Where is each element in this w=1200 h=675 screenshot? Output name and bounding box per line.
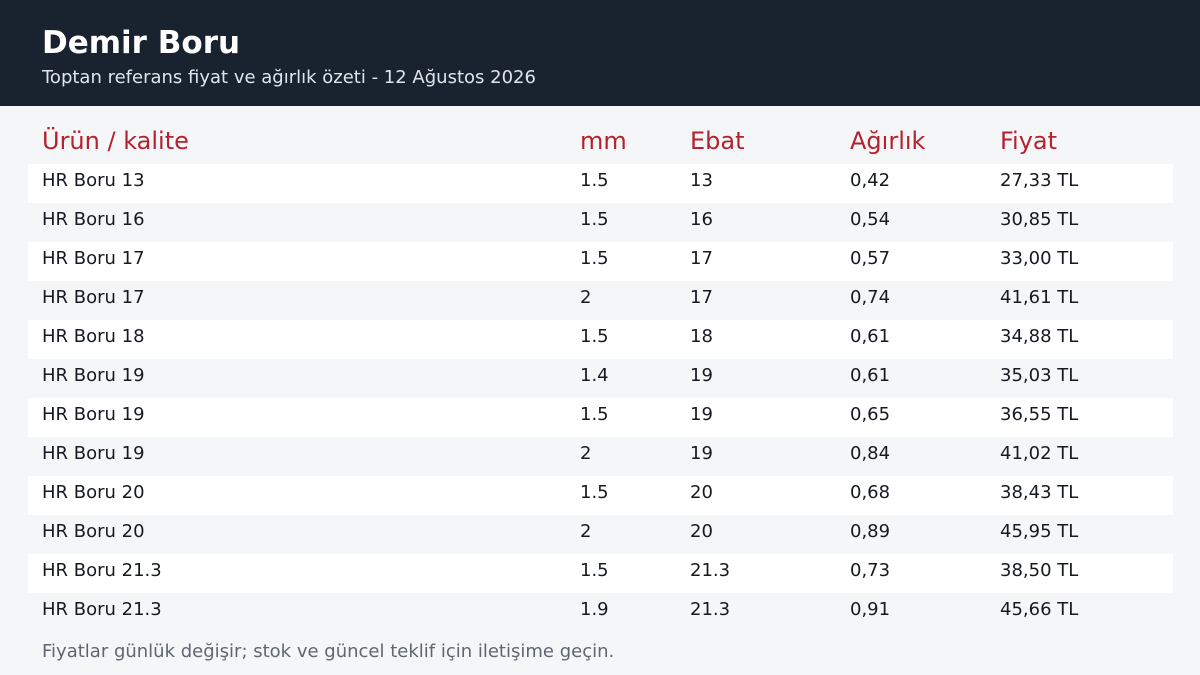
- cell-weight: 0,42: [850, 170, 891, 191]
- cell-product: HR Boru 19: [42, 365, 145, 386]
- cell-weight: 0,54: [850, 209, 891, 230]
- cell-price: 38,43 TL: [1000, 482, 1079, 503]
- page-header: Demir Boru Toptan referans fiyat ve ağır…: [0, 0, 1200, 106]
- cell-product: HR Boru 21.3: [42, 560, 162, 581]
- table-body: HR Boru 13 1.5 13 0,42 27,33 TL HR Boru 16 1.5…: [28, 164, 1173, 632]
- table-row: HR Boru 17 1.5 17 0,57 33,00 TL: [28, 242, 1173, 281]
- page-title: Demir Boru: [42, 25, 241, 61]
- cell-weight: 0,84: [850, 443, 891, 464]
- cell-size: 19: [690, 443, 713, 464]
- cell-product: HR Boru 21.3: [42, 599, 162, 620]
- table-header: Ürün / kalite mm Ebat Ağırlık Fiyat: [28, 122, 1173, 164]
- cell-product: HR Boru 20: [42, 521, 145, 542]
- cell-weight: 0,57: [850, 248, 891, 269]
- cell-price: 30,85 TL: [1000, 209, 1079, 230]
- column-header-mm: mm: [580, 127, 627, 155]
- cell-weight: 0,61: [850, 365, 891, 386]
- cell-weight: 0,91: [850, 599, 891, 620]
- column-header-price: Fiyat: [1000, 127, 1058, 155]
- cell-mm: 1.5: [580, 170, 609, 191]
- cell-product: HR Boru 13: [42, 170, 145, 191]
- cell-mm: 2: [580, 443, 592, 464]
- cell-size: 20: [690, 521, 713, 542]
- cell-mm: 1.5: [580, 326, 609, 347]
- cell-size: 19: [690, 365, 713, 386]
- cell-weight: 0,89: [850, 521, 891, 542]
- table-row: HR Boru 17 2 17 0,74 41,61 TL: [28, 281, 1173, 320]
- cell-price: 27,33 TL: [1000, 170, 1079, 191]
- cell-mm: 1.4: [580, 365, 609, 386]
- cell-price: 45,66 TL: [1000, 599, 1079, 620]
- table-row: HR Boru 21.3 1.5 21.3 0,73 38,50 TL: [28, 554, 1173, 593]
- cell-price: 34,88 TL: [1000, 326, 1079, 347]
- cell-product: HR Boru 17: [42, 287, 145, 308]
- column-header-product: Ürün / kalite: [42, 127, 189, 155]
- table-row: HR Boru 13 1.5 13 0,42 27,33 TL: [28, 164, 1173, 203]
- cell-mm: 1.5: [580, 482, 609, 503]
- footnote: Fiyatlar günlük değişir; stok ve güncel …: [42, 641, 615, 662]
- cell-product: HR Boru 19: [42, 404, 145, 425]
- cell-product: HR Boru 20: [42, 482, 145, 503]
- cell-price: 33,00 TL: [1000, 248, 1079, 269]
- cell-mm: 2: [580, 521, 592, 542]
- table-row: HR Boru 20 2 20 0,89 45,95 TL: [28, 515, 1173, 554]
- table-row: HR Boru 18 1.5 18 0,61 34,88 TL: [28, 320, 1173, 359]
- cell-size: 21.3: [690, 599, 731, 620]
- cell-mm: 2: [580, 287, 592, 308]
- cell-mm: 1.5: [580, 560, 609, 581]
- cell-price: 41,61 TL: [1000, 287, 1079, 308]
- cell-size: 17: [690, 248, 713, 269]
- cell-mm: 1.5: [580, 209, 609, 230]
- cell-product: HR Boru 19: [42, 443, 145, 464]
- table-row: HR Boru 16 1.5 16 0,54 30,85 TL: [28, 203, 1173, 242]
- page-subtitle: Toptan referans fiyat ve ağırlık özeti -…: [42, 67, 536, 88]
- cell-price: 45,95 TL: [1000, 521, 1079, 542]
- cell-weight: 0,73: [850, 560, 891, 581]
- cell-weight: 0,74: [850, 287, 891, 308]
- cell-mm: 1.5: [580, 404, 609, 425]
- cell-size: 13: [690, 170, 713, 191]
- cell-size: 19: [690, 404, 713, 425]
- cell-size: 21.3: [690, 560, 731, 581]
- table-row: HR Boru 19 2 19 0,84 41,02 TL: [28, 437, 1173, 476]
- cell-price: 41,02 TL: [1000, 443, 1079, 464]
- cell-product: HR Boru 16: [42, 209, 145, 230]
- cell-product: HR Boru 18: [42, 326, 145, 347]
- table-row: HR Boru 21.3 1.9 21.3 0,91 45,66 TL: [28, 593, 1173, 632]
- cell-mm: 1.5: [580, 248, 609, 269]
- cell-product: HR Boru 17: [42, 248, 145, 269]
- table-row: HR Boru 20 1.5 20 0,68 38,43 TL: [28, 476, 1173, 515]
- cell-size: 17: [690, 287, 713, 308]
- price-table: Ürün / kalite mm Ebat Ağırlık Fiyat HR B…: [28, 122, 1173, 632]
- cell-size: 18: [690, 326, 713, 347]
- cell-price: 38,50 TL: [1000, 560, 1079, 581]
- column-header-weight: Ağırlık: [850, 127, 926, 155]
- cell-size: 20: [690, 482, 713, 503]
- table-row: HR Boru 19 1.5 19 0,65 36,55 TL: [28, 398, 1173, 437]
- cell-size: 16: [690, 209, 713, 230]
- cell-weight: 0,61: [850, 326, 891, 347]
- cell-price: 35,03 TL: [1000, 365, 1079, 386]
- table-row: HR Boru 19 1.4 19 0,61 35,03 TL: [28, 359, 1173, 398]
- cell-weight: 0,65: [850, 404, 891, 425]
- column-header-size: Ebat: [690, 127, 745, 155]
- cell-price: 36,55 TL: [1000, 404, 1079, 425]
- cell-weight: 0,68: [850, 482, 891, 503]
- cell-mm: 1.9: [580, 599, 609, 620]
